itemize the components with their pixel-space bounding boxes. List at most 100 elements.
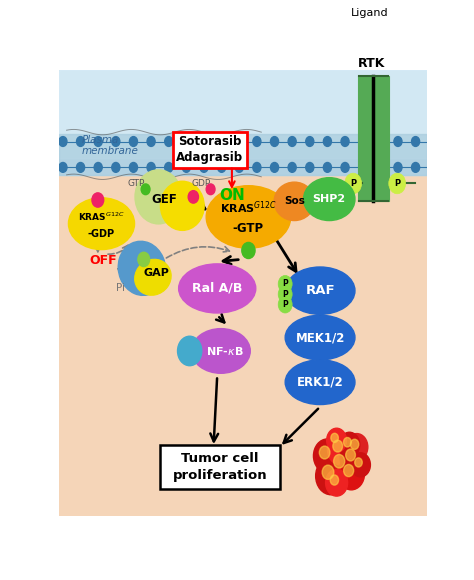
Circle shape (129, 162, 137, 172)
Text: KRAS$^{G12C}$: KRAS$^{G12C}$ (220, 200, 277, 216)
Circle shape (330, 475, 338, 485)
Circle shape (338, 458, 365, 490)
Ellipse shape (285, 360, 355, 405)
Circle shape (359, 137, 367, 146)
Ellipse shape (179, 264, 256, 313)
Circle shape (322, 465, 334, 480)
Circle shape (341, 162, 349, 172)
Bar (59, 135, 427, 175)
Circle shape (341, 137, 349, 146)
Text: NF-$\kappa$B: NF-$\kappa$B (206, 345, 244, 357)
Circle shape (278, 276, 292, 292)
Circle shape (327, 428, 346, 452)
Text: Sotorasib
Adagrasib: Sotorasib Adagrasib (176, 136, 244, 165)
Circle shape (200, 162, 208, 172)
Circle shape (344, 465, 354, 477)
Circle shape (206, 184, 215, 195)
Text: Ligand: Ligand (351, 8, 389, 18)
Circle shape (164, 162, 173, 172)
Circle shape (271, 162, 279, 172)
Circle shape (306, 162, 314, 172)
Text: P: P (394, 179, 400, 188)
Text: KRAS$^{G12C}$: KRAS$^{G12C}$ (78, 211, 125, 223)
Circle shape (94, 137, 102, 146)
Circle shape (76, 162, 84, 172)
Circle shape (345, 173, 362, 194)
Circle shape (242, 242, 255, 259)
Text: Tumor cell
proliferation: Tumor cell proliferation (173, 452, 267, 482)
Circle shape (339, 432, 360, 457)
Text: RTK: RTK (358, 57, 385, 70)
Circle shape (129, 137, 137, 146)
Circle shape (389, 173, 406, 194)
Circle shape (355, 458, 362, 467)
Circle shape (319, 446, 330, 459)
Bar (59, 70, 427, 158)
Circle shape (340, 443, 366, 474)
Circle shape (346, 449, 356, 461)
Text: GAP: GAP (144, 268, 170, 278)
Circle shape (372, 26, 380, 37)
Text: OFF: OFF (90, 254, 117, 267)
Ellipse shape (161, 182, 204, 230)
Circle shape (376, 162, 384, 172)
Circle shape (141, 184, 150, 195)
Circle shape (350, 26, 374, 55)
Circle shape (288, 162, 296, 172)
Bar (358, 77, 373, 201)
Circle shape (328, 434, 353, 465)
Circle shape (316, 457, 346, 495)
Circle shape (178, 336, 202, 366)
Ellipse shape (303, 177, 355, 220)
Ellipse shape (274, 182, 315, 220)
Bar (374, 77, 389, 201)
Circle shape (112, 162, 120, 172)
Circle shape (331, 433, 338, 443)
Circle shape (411, 162, 419, 172)
Text: Ral A/B: Ral A/B (192, 282, 242, 295)
Text: MEK1/2: MEK1/2 (295, 331, 345, 344)
Circle shape (200, 137, 208, 146)
Circle shape (218, 137, 226, 146)
Circle shape (182, 137, 191, 146)
Circle shape (351, 453, 370, 477)
Circle shape (253, 137, 261, 146)
Circle shape (59, 137, 67, 146)
Text: GDP: GDP (191, 179, 210, 188)
Circle shape (394, 162, 402, 172)
Text: P: P (283, 280, 288, 288)
Circle shape (76, 137, 84, 146)
Circle shape (323, 137, 331, 146)
Circle shape (182, 162, 191, 172)
Text: Pi: Pi (116, 284, 125, 293)
Circle shape (376, 137, 384, 146)
Circle shape (359, 162, 367, 172)
Circle shape (394, 137, 402, 146)
Text: ERK1/2: ERK1/2 (297, 376, 344, 389)
Circle shape (147, 162, 155, 172)
FancyBboxPatch shape (160, 445, 280, 490)
Circle shape (313, 439, 341, 473)
Ellipse shape (285, 316, 355, 360)
Text: Plasma
membrane: Plasma membrane (82, 135, 138, 157)
Circle shape (188, 191, 199, 203)
Circle shape (235, 137, 243, 146)
Circle shape (306, 137, 314, 146)
Circle shape (164, 137, 173, 146)
Circle shape (278, 296, 292, 313)
Text: GEF: GEF (151, 193, 177, 206)
Circle shape (278, 286, 292, 303)
Ellipse shape (135, 170, 182, 224)
Circle shape (350, 439, 359, 450)
Text: Sos: Sos (284, 197, 305, 206)
Circle shape (333, 440, 343, 452)
Circle shape (235, 162, 243, 172)
Circle shape (288, 137, 296, 146)
Text: P: P (350, 179, 356, 188)
Text: P: P (283, 290, 288, 299)
Circle shape (346, 434, 368, 461)
Bar (59, 70, 427, 175)
Text: RAF: RAF (305, 284, 335, 297)
FancyBboxPatch shape (173, 132, 246, 168)
Circle shape (218, 162, 226, 172)
